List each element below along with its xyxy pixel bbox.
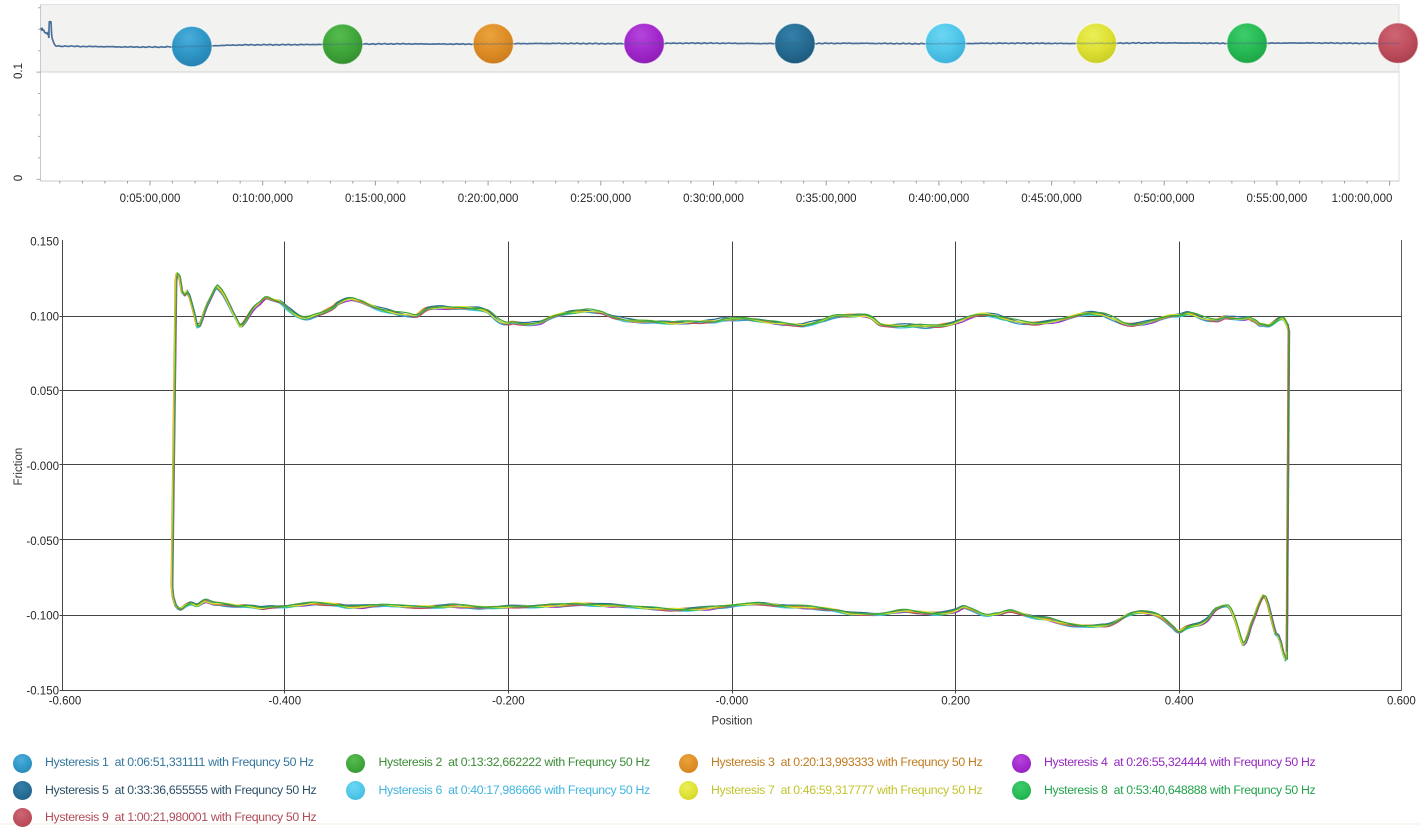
svg-text:0:30:00,000: 0:30:00,000 — [683, 193, 744, 205]
svg-text:-0.150: -0.150 — [26, 686, 59, 698]
svg-text:0.600: 0.600 — [1387, 696, 1416, 708]
svg-text:Position: Position — [712, 716, 753, 728]
svg-text:0:20:00,000: 0:20:00,000 — [458, 193, 519, 205]
svg-text:0:35:00,000: 0:35:00,000 — [796, 193, 857, 205]
svg-text:-0.050: -0.050 — [26, 536, 59, 548]
svg-text:-0.400: -0.400 — [268, 696, 301, 708]
svg-text:0:05:00,000: 0:05:00,000 — [120, 193, 181, 205]
svg-text:-0.600: -0.600 — [49, 696, 82, 708]
svg-text:0.200: 0.200 — [941, 696, 970, 708]
svg-text:0.100: 0.100 — [30, 311, 59, 323]
svg-text:-0.000: -0.000 — [26, 461, 59, 473]
svg-text:0:50:00,000: 0:50:00,000 — [1134, 193, 1195, 205]
svg-text:-0.000: -0.000 — [716, 696, 749, 708]
svg-text:0:55:00,000: 0:55:00,000 — [1247, 193, 1308, 205]
svg-text:0:10:00,000: 0:10:00,000 — [232, 193, 293, 205]
svg-text:-0.100: -0.100 — [26, 611, 59, 623]
svg-text:0:45:00,000: 0:45:00,000 — [1021, 193, 1082, 205]
svg-text:0.150: 0.150 — [30, 237, 59, 249]
svg-text:1:00:00,000: 1:00:00,000 — [1332, 193, 1393, 205]
svg-text:0.050: 0.050 — [30, 386, 59, 398]
svg-text:0:40:00,000: 0:40:00,000 — [909, 193, 970, 205]
svg-text:0:15:00,000: 0:15:00,000 — [345, 193, 406, 205]
svg-text:0.1: 0.1 — [13, 63, 25, 79]
svg-text:-0.200: -0.200 — [492, 696, 525, 708]
svg-text:0:25:00,000: 0:25:00,000 — [570, 193, 631, 205]
svg-text:Friction: Friction — [13, 448, 25, 486]
svg-text:0.400: 0.400 — [1165, 696, 1194, 708]
svg-text:0: 0 — [13, 175, 25, 181]
